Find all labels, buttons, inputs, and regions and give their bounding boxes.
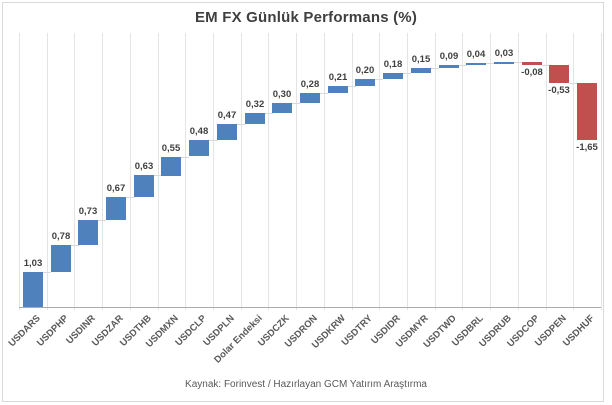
plot-area: 1,03 0,78 0,73 0,67 0,63 0,55 0,48 0,47 0,32 0,30… <box>19 33 602 310</box>
connector-line <box>126 197 134 198</box>
gridline <box>74 33 75 310</box>
bar-USDTHB <box>134 175 154 197</box>
connector-line <box>209 140 217 141</box>
connector-line <box>569 83 577 84</box>
data-label-USDZAR: 0,67 <box>106 183 126 194</box>
gridline <box>518 33 519 310</box>
gridline <box>185 33 186 310</box>
gridline <box>490 33 491 310</box>
connector-line <box>486 63 494 64</box>
data-label-USDARS: 1,03 <box>23 258 43 269</box>
connector-line <box>98 220 106 221</box>
connector-line <box>542 65 550 66</box>
connector-line <box>154 175 162 176</box>
bar-USDPHP <box>51 245 71 272</box>
bar-USDRUB <box>494 62 514 64</box>
bar-USDRON <box>300 93 320 103</box>
bar-USDCLP <box>189 140 209 156</box>
source-note: Kaynak: Forinvest / Hazırlayan GCM Yatır… <box>185 379 427 390</box>
gridline <box>158 33 159 310</box>
chart-title: EM FX Günlük Performans (%) <box>194 9 418 26</box>
data-label-USDRUB: 0,03 <box>494 48 514 59</box>
bar-USDZAR <box>106 197 126 220</box>
data-label-USDKRW: 0,21 <box>328 72 348 83</box>
gridline <box>130 33 131 310</box>
gridline <box>601 33 602 310</box>
bar-USDPLN <box>217 124 237 140</box>
bar-USDIDR <box>383 73 403 79</box>
connector-line <box>265 113 273 114</box>
connector-line <box>181 157 189 158</box>
bar-USDBRL <box>466 63 486 65</box>
bar-Dolar Endeksi <box>245 113 265 124</box>
data-label-USDINR: 0,73 <box>78 206 98 217</box>
gridline <box>352 33 353 310</box>
data-label-Dolar Endeksi: 0,32 <box>245 99 265 110</box>
gridline <box>268 33 269 310</box>
bar-USDHUF <box>577 83 597 140</box>
bar-USDMXN <box>161 157 181 176</box>
data-label-USDCOP: -0,08 <box>521 67 543 78</box>
data-label-USDTWD: 0,09 <box>439 51 459 62</box>
gridline <box>462 33 463 310</box>
gridline <box>241 33 242 310</box>
connector-line <box>320 93 328 94</box>
gridline <box>296 33 297 310</box>
data-label-USDHUF: -1,65 <box>576 142 598 153</box>
data-label-USDPEN: -0,53 <box>548 85 570 96</box>
gridline <box>102 33 103 310</box>
gridline <box>379 33 380 310</box>
data-label-USDPHP: 0,78 <box>51 231 71 242</box>
x-axis-line <box>19 307 601 308</box>
data-label-USDMYR: 0,15 <box>411 54 431 65</box>
gridline <box>573 33 574 310</box>
connector-line <box>71 245 79 246</box>
bar-USDCZK <box>272 103 292 113</box>
gridline <box>47 33 48 310</box>
connector-line <box>403 73 411 74</box>
gridline <box>435 33 436 310</box>
connector-line <box>431 68 439 69</box>
connector-line <box>514 62 522 63</box>
connector-line <box>292 103 300 104</box>
connector-line <box>43 272 51 273</box>
data-label-USDIDR: 0,18 <box>383 59 403 70</box>
gridline <box>213 33 214 310</box>
data-label-USDMXN: 0,55 <box>161 143 181 154</box>
data-label-USDCZK: 0,30 <box>272 89 292 100</box>
connector-line <box>459 65 467 66</box>
bar-USDTWD <box>439 65 459 68</box>
gridline <box>324 33 325 310</box>
connector-line <box>375 79 383 80</box>
data-label-USDRON: 0,28 <box>300 79 320 90</box>
connector-line <box>348 86 356 87</box>
bar-USDKRW <box>328 86 348 93</box>
bar-USDINR <box>78 220 98 245</box>
data-label-USDTRY: 0,20 <box>355 65 375 76</box>
gridline <box>407 33 408 310</box>
bar-USDTRY <box>355 79 375 86</box>
bar-USDMYR <box>411 68 431 73</box>
connector-line <box>237 124 245 125</box>
bar-USDCOP <box>522 62 542 65</box>
bar-USDPEN <box>549 65 569 83</box>
gridline <box>546 33 547 310</box>
data-label-USDBRL: 0,04 <box>466 49 486 60</box>
data-label-USDPLN: 0,47 <box>217 110 237 121</box>
data-label-USDCLP: 0,48 <box>189 126 209 137</box>
bar-USDARS <box>23 272 43 307</box>
gridline <box>19 33 20 310</box>
data-label-USDTHB: 0,63 <box>134 161 154 172</box>
